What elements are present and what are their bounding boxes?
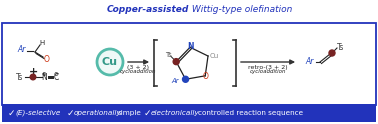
Bar bbox=[2, 104, 376, 122]
Text: O: O bbox=[44, 56, 50, 64]
Text: H: H bbox=[39, 40, 45, 46]
Text: Ts: Ts bbox=[337, 43, 345, 51]
Text: Ar: Ar bbox=[18, 46, 26, 55]
Text: C: C bbox=[53, 73, 59, 81]
Text: ✓: ✓ bbox=[144, 108, 152, 118]
Text: cycloaddition: cycloaddition bbox=[250, 69, 286, 75]
Text: Ts: Ts bbox=[165, 52, 172, 58]
Text: ✓: ✓ bbox=[67, 108, 74, 118]
Text: Wittig-type olefination: Wittig-type olefination bbox=[189, 4, 292, 14]
Text: ✓: ✓ bbox=[8, 108, 15, 118]
Text: (E)-selective: (E)-selective bbox=[15, 110, 60, 116]
Text: operationally: operationally bbox=[74, 110, 122, 116]
Text: simple: simple bbox=[118, 110, 142, 116]
Text: Cu: Cu bbox=[102, 57, 118, 67]
Text: (3 + 2): (3 + 2) bbox=[127, 64, 149, 69]
Text: cycloaddition: cycloaddition bbox=[120, 69, 156, 75]
Text: Ar: Ar bbox=[172, 78, 179, 84]
Circle shape bbox=[97, 49, 123, 75]
Text: Ts: Ts bbox=[16, 73, 24, 81]
Text: Copper-assisted: Copper-assisted bbox=[107, 4, 189, 14]
Text: Cu: Cu bbox=[210, 53, 219, 59]
Circle shape bbox=[183, 76, 189, 82]
Circle shape bbox=[173, 59, 179, 65]
Text: Ar: Ar bbox=[306, 58, 314, 66]
Circle shape bbox=[30, 74, 36, 80]
Text: controlled reaction sequence: controlled reaction sequence bbox=[198, 110, 303, 116]
Text: ⊕: ⊕ bbox=[42, 72, 46, 77]
Text: ⊖: ⊖ bbox=[54, 72, 58, 77]
Text: electronically: electronically bbox=[151, 110, 200, 116]
Circle shape bbox=[329, 50, 335, 56]
Text: O: O bbox=[202, 72, 208, 81]
Text: N: N bbox=[41, 73, 47, 81]
Text: +: + bbox=[28, 67, 38, 77]
Text: retro-(3 + 2): retro-(3 + 2) bbox=[248, 64, 288, 69]
Text: N: N bbox=[187, 42, 193, 51]
FancyBboxPatch shape bbox=[2, 23, 376, 105]
